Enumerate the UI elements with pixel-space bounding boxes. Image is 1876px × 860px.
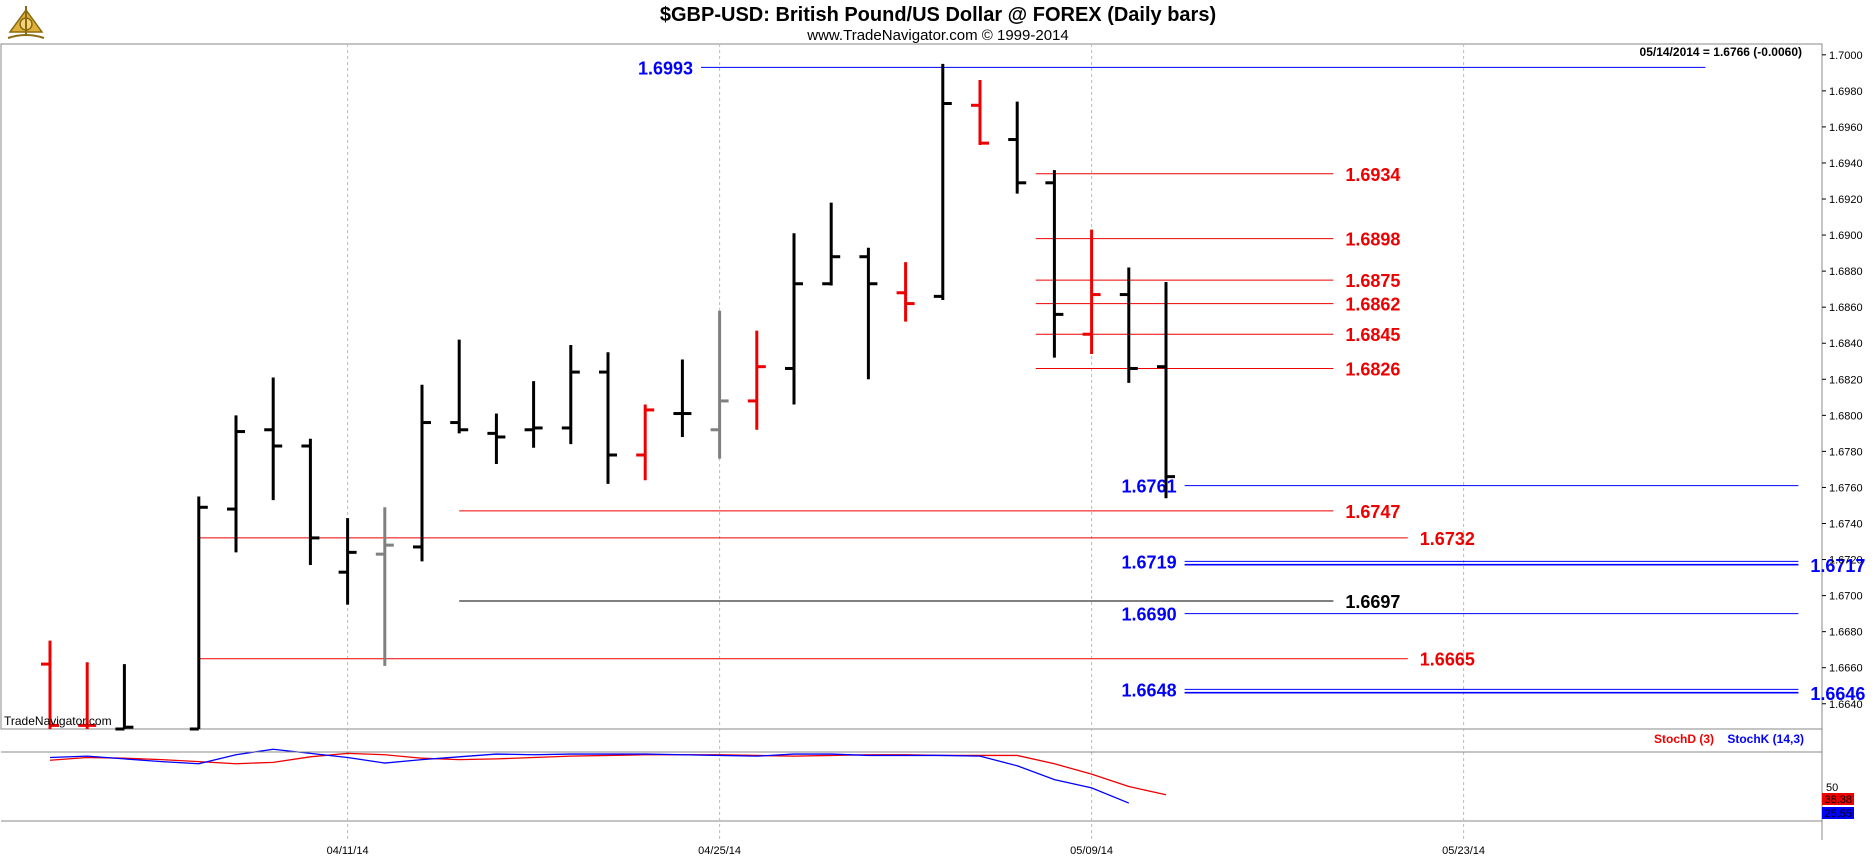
x-tick-label-2: 05/09/14 xyxy=(1070,845,1113,857)
price-bar-17 xyxy=(673,359,692,437)
level-label-1: 1.6934 xyxy=(1345,165,1400,185)
y-tick-label-2: 1.6680 xyxy=(1829,627,1863,639)
price-bar-13 xyxy=(524,381,543,448)
price-bar-4 xyxy=(189,496,208,731)
price-bar-6 xyxy=(264,377,283,501)
stoch-d-value: 38.38 xyxy=(1824,794,1852,806)
price-bar-30 xyxy=(1157,281,1175,499)
price-axis: 1.6640 1.6660 1.6680 1.6700 1.6720 1.6740 1.67… xyxy=(1822,50,1863,711)
price-bars xyxy=(41,63,1175,731)
y-tick-label-3: 1.6700 xyxy=(1829,591,1863,603)
level-label-0: 1.6993 xyxy=(638,58,693,78)
price-bar-21 xyxy=(822,202,841,286)
price-bar-2 xyxy=(115,664,134,731)
price-bar-14 xyxy=(561,345,580,445)
level-label-11: 1.6717 xyxy=(1810,556,1865,576)
price-bar-26 xyxy=(1008,101,1027,194)
price-bar-5 xyxy=(227,415,245,553)
osc-tick-50: 50 xyxy=(1826,782,1838,794)
level-label-13: 1.6690 xyxy=(1122,605,1177,625)
price-bar-20 xyxy=(785,233,803,405)
price-bar-22 xyxy=(859,247,878,380)
price-bar-24 xyxy=(933,63,952,300)
price-bar-25 xyxy=(971,80,989,145)
stoch-line-0 xyxy=(49,752,1167,796)
y-tick-label-9: 1.6820 xyxy=(1829,374,1863,386)
y-tick-label-0: 1.6640 xyxy=(1829,699,1863,711)
y-tick-label-16: 1.6960 xyxy=(1829,122,1863,134)
last-price-status: 05/14/2014 = 1.6766 (-0.0060) xyxy=(1640,45,1802,59)
y-tick-label-6: 1.6760 xyxy=(1829,482,1863,494)
level-label-15: 1.6648 xyxy=(1122,680,1177,700)
level-label-5: 1.6845 xyxy=(1345,325,1400,345)
level-label-4: 1.6862 xyxy=(1345,295,1400,315)
y-tick-label-1: 1.6660 xyxy=(1829,663,1863,675)
y-tick-label-13: 1.6900 xyxy=(1829,230,1863,242)
level-label-9: 1.6732 xyxy=(1420,529,1475,549)
y-tick-label-7: 1.6780 xyxy=(1829,446,1863,458)
y-tick-label-17: 1.6980 xyxy=(1829,86,1863,98)
price-bar-1 xyxy=(78,662,97,729)
level-label-12: 1.6697 xyxy=(1345,592,1400,612)
price-bar-29 xyxy=(1119,267,1138,383)
price-bar-11 xyxy=(450,339,469,434)
price-bar-0 xyxy=(41,640,59,729)
price-bar-28 xyxy=(1082,229,1101,355)
level-label-16: 1.6646 xyxy=(1810,684,1865,704)
level-label-14: 1.6665 xyxy=(1420,650,1475,670)
stoch-k-legend: StochK (14,3) xyxy=(1727,732,1804,746)
price-bar-8 xyxy=(338,518,357,605)
y-tick-label-15: 1.6940 xyxy=(1829,158,1863,170)
y-tick-label-10: 1.6840 xyxy=(1829,338,1863,350)
level-label-2: 1.6898 xyxy=(1345,230,1400,250)
price-bar-27 xyxy=(1045,170,1064,358)
price-bar-23 xyxy=(896,262,915,322)
level-label-3: 1.6875 xyxy=(1345,271,1400,291)
chart-subtitle: www.TradeNavigator.com © 1999-2014 xyxy=(806,27,1068,44)
y-tick-label-11: 1.6860 xyxy=(1829,302,1863,314)
y-tick-label-8: 1.6800 xyxy=(1829,410,1863,422)
date-axis: 04/11/14 04/25/14 05/09/14 05/23/14 xyxy=(327,845,1485,857)
x-tick-label-0: 04/11/14 xyxy=(327,845,369,857)
stochastic-lines xyxy=(49,748,1167,804)
level-label-10: 1.6719 xyxy=(1122,552,1177,572)
price-bar-18 xyxy=(710,310,729,459)
x-tick-label-1: 04/25/14 xyxy=(698,845,741,857)
stoch-d-value-box xyxy=(1822,793,1854,805)
sextant-logo-icon[interactable] xyxy=(7,6,45,39)
y-tick-label-12: 1.6880 xyxy=(1829,266,1863,278)
stoch-k-value-box xyxy=(1822,807,1854,819)
chart-title: $GBP-USD: British Pound/US Dollar @ FORE… xyxy=(660,4,1216,26)
y-tick-label-18: 1.7000 xyxy=(1829,50,1863,62)
price-bar-7 xyxy=(301,438,320,565)
price-bar-10 xyxy=(413,384,431,562)
y-tick-label-4: 1.6720 xyxy=(1829,555,1863,567)
price-bar-16 xyxy=(636,404,655,481)
level-label-7: 1.6761 xyxy=(1122,477,1177,497)
stoch-k-value: 25.55 xyxy=(1824,808,1852,820)
stoch-d-legend: StochD (3) xyxy=(1654,732,1714,746)
y-tick-label-14: 1.6920 xyxy=(1829,194,1863,206)
x-tick-label-3: 05/23/14 xyxy=(1442,845,1485,857)
price-bar-15 xyxy=(599,352,617,484)
level-label-8: 1.6747 xyxy=(1345,502,1400,522)
price-bar-19 xyxy=(747,330,766,430)
price-bar-9 xyxy=(375,507,394,666)
level-label-6: 1.6826 xyxy=(1345,359,1400,379)
level-lines: 1.6993 1.6934 1.6898 1.6875 1.6862 1.6845 1.68… xyxy=(198,58,1865,704)
grid xyxy=(347,44,1465,840)
price-bar-12 xyxy=(487,413,506,465)
y-tick-label-5: 1.6740 xyxy=(1829,519,1863,531)
stoch-line-1 xyxy=(49,748,1130,804)
watermark: TradeNavigator.com xyxy=(4,714,112,728)
